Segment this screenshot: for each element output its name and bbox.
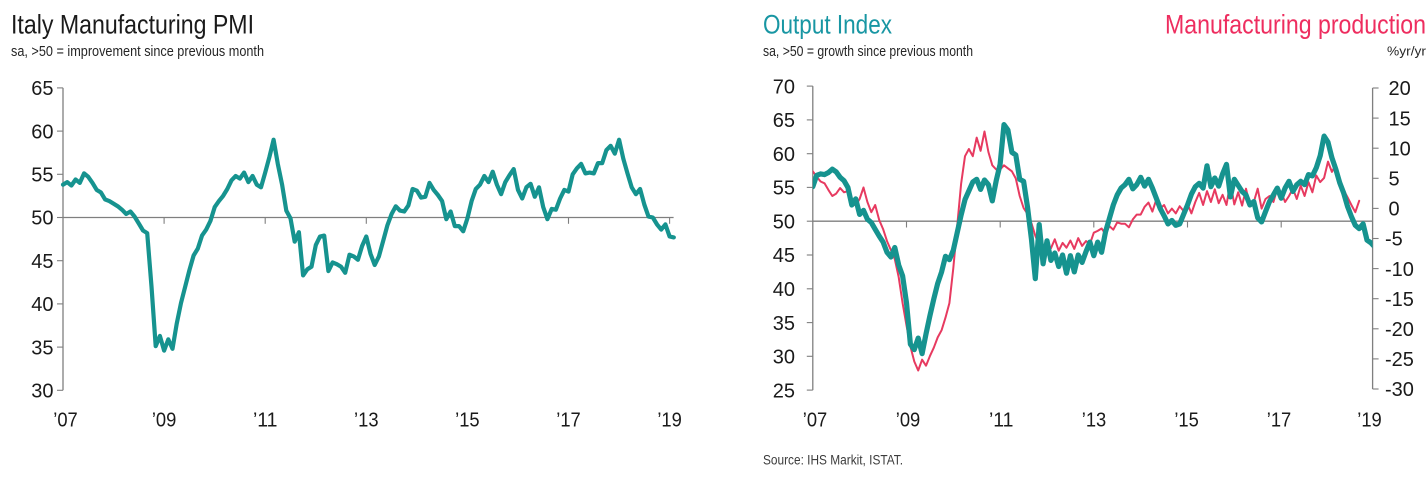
svg-text:55: 55 xyxy=(31,165,53,187)
svg-text:10: 10 xyxy=(1389,138,1411,160)
svg-text:55: 55 xyxy=(773,178,795,200)
svg-text:65: 65 xyxy=(773,110,795,132)
svg-text:40: 40 xyxy=(773,279,795,301)
svg-text:sa, >50 = growth since previou: sa, >50 = growth since previous month xyxy=(763,43,973,60)
svg-text:’13: ’13 xyxy=(354,410,379,432)
svg-text:70: 70 xyxy=(773,76,795,98)
svg-text:’19: ’19 xyxy=(657,410,682,432)
svg-text:Output Index: Output Index xyxy=(763,10,892,40)
svg-text:’19: ’19 xyxy=(1357,410,1382,432)
svg-text:30: 30 xyxy=(31,381,53,403)
svg-text:Source: IHS Markit, ISTAT.: Source: IHS Markit, ISTAT. xyxy=(763,453,903,468)
svg-text:’17: ’17 xyxy=(556,410,581,432)
svg-text:45: 45 xyxy=(31,251,53,273)
svg-text:’15: ’15 xyxy=(1174,410,1199,432)
svg-text:Manufacturing production: Manufacturing production xyxy=(1165,10,1426,40)
svg-text:-5: -5 xyxy=(1385,229,1403,251)
svg-text:’07: ’07 xyxy=(803,410,828,432)
svg-text:60: 60 xyxy=(773,144,795,166)
svg-text:-15: -15 xyxy=(1385,289,1414,311)
svg-text:-25: -25 xyxy=(1385,349,1414,371)
svg-text:35: 35 xyxy=(773,313,795,335)
svg-text:-20: -20 xyxy=(1385,319,1414,341)
svg-text:-30: -30 xyxy=(1385,379,1414,401)
svg-text:50: 50 xyxy=(773,211,795,233)
svg-text:’11: ’11 xyxy=(253,410,278,432)
svg-text:60: 60 xyxy=(31,121,53,143)
svg-text:’17: ’17 xyxy=(1267,410,1292,432)
svg-text:%yr/yr: %yr/yr xyxy=(1387,44,1427,59)
svg-text:-10: -10 xyxy=(1385,259,1414,281)
svg-text:’09: ’09 xyxy=(152,410,177,432)
svg-text:25: 25 xyxy=(773,380,795,402)
svg-text:’07: ’07 xyxy=(53,410,78,432)
svg-text:’13: ’13 xyxy=(1082,410,1107,432)
svg-text:30: 30 xyxy=(773,347,795,369)
svg-text:40: 40 xyxy=(31,294,53,316)
svg-text:’09: ’09 xyxy=(896,410,921,432)
svg-text:5: 5 xyxy=(1389,169,1400,191)
svg-text:20: 20 xyxy=(1389,78,1411,100)
svg-text:35: 35 xyxy=(31,337,53,359)
svg-text:’15: ’15 xyxy=(455,410,480,432)
svg-text:0: 0 xyxy=(1389,199,1400,221)
svg-text:15: 15 xyxy=(1389,108,1411,130)
svg-text:65: 65 xyxy=(31,78,53,100)
svg-text:Italy Manufacturing PMI: Italy Manufacturing PMI xyxy=(11,10,254,40)
svg-text:50: 50 xyxy=(31,208,53,230)
svg-text:’11: ’11 xyxy=(989,410,1014,432)
svg-text:sa, >50 = improvement since pr: sa, >50 = improvement since previous mon… xyxy=(11,43,264,60)
svg-text:45: 45 xyxy=(773,245,795,267)
